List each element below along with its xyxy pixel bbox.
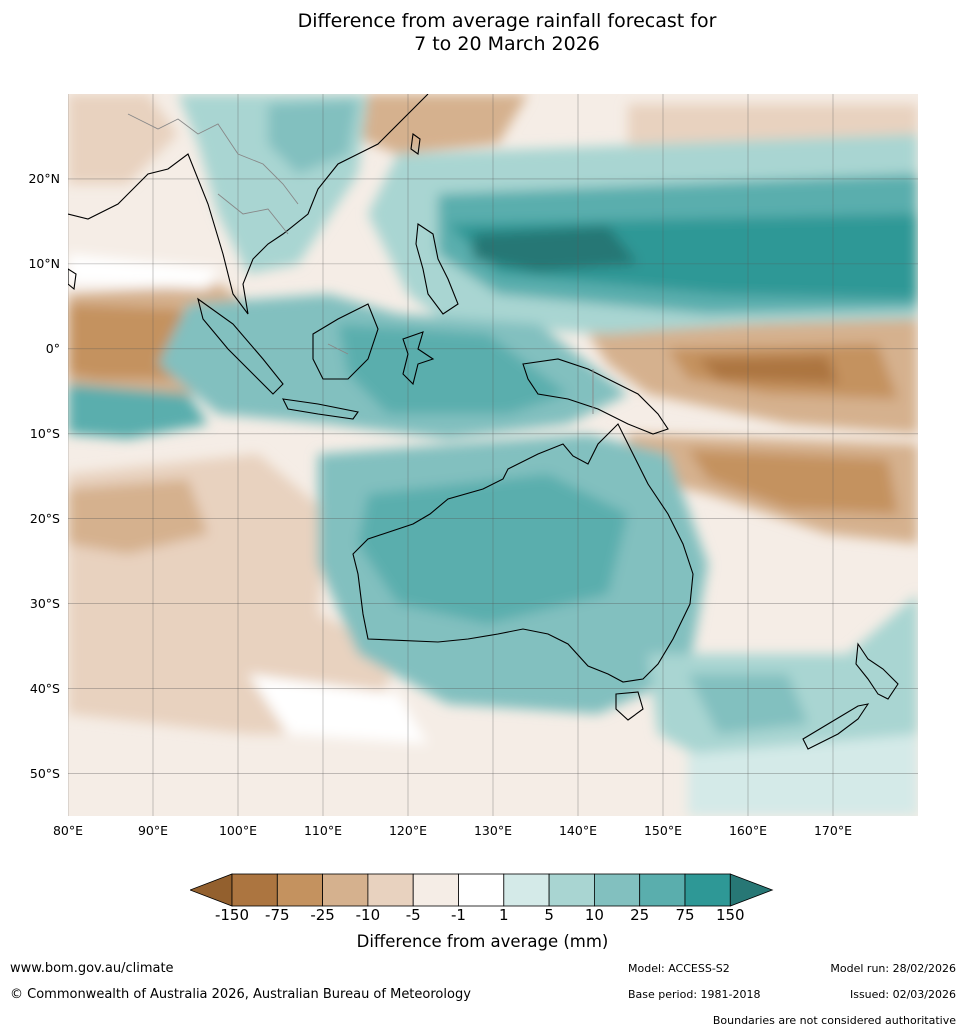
colorbar-tick-label: -10 [355, 906, 381, 924]
colorbar-tick-label: -1 [451, 906, 466, 924]
colorbar-box [412, 873, 459, 907]
dry-core-coral-sea [688, 449, 898, 514]
wet-region-southern-ocean [688, 734, 918, 816]
colorbar-box [276, 873, 324, 907]
taiwan-coastline [410, 133, 421, 155]
colorbar-tick-label: 25 [630, 906, 650, 924]
colorbar-over-arrow [729, 873, 774, 907]
longitude-label: 140°E [558, 823, 597, 838]
map-canvas [68, 94, 918, 816]
wet-max-philippine-sea [473, 226, 638, 272]
colorbar-box [684, 873, 731, 907]
latitude-label: 10°S [29, 425, 60, 441]
footer-boundaries: Boundaries are not considered authoritat… [712, 1014, 956, 1027]
colorbar-tick-label: 10 [584, 906, 604, 924]
longitude-label: 160°E [728, 823, 767, 838]
title-line-2: 7 to 20 March 2026 [414, 33, 600, 55]
colorbar-tick-label: -150 [214, 906, 250, 924]
border-line-borneo [327, 343, 349, 355]
footer-website: www.bom.gov.au/climate [10, 961, 174, 976]
australia-coastline [352, 423, 694, 683]
colorbar-box [503, 873, 550, 907]
colorbar-tick-label: 5 [544, 906, 554, 924]
country-borders [127, 113, 594, 414]
dry-region-china [348, 94, 528, 154]
longitude-label: 120°E [388, 823, 427, 838]
tasmania-coastline [615, 691, 644, 721]
sulawesi-coastline [402, 331, 435, 386]
colorbar-box [639, 873, 686, 907]
footer-issued: Issued: 02/03/2026 [849, 988, 956, 1001]
colorbar-tick-label: 1 [499, 906, 509, 924]
latitude-label: 10°N [28, 255, 60, 271]
neutral-region-south [248, 674, 428, 744]
colorbar-box [548, 873, 595, 907]
footer-model-run: Model run: 28/02/2026 [830, 962, 956, 975]
java-coastline [282, 398, 359, 420]
wet-core-indochina [268, 99, 358, 174]
colorbar [190, 873, 774, 907]
footer-copyright: © Commonwealth of Australia 2026, Austra… [10, 987, 471, 1002]
wet-region-indian-ocean [68, 384, 208, 439]
wet-core-maritime-continent [338, 324, 568, 414]
colorbar-box [322, 873, 369, 907]
colorbar-tick-label: -75 [265, 906, 290, 924]
dry-max-pacific-equator [698, 356, 838, 384]
sumatra-coastline [197, 297, 284, 395]
title-line-1: Difference from average rainfall forecas… [297, 10, 717, 32]
colorbar-box [458, 873, 505, 907]
philippines-coastline [415, 223, 459, 315]
latitude-label: 20°N [28, 170, 60, 186]
longitude-label: 90°E [137, 823, 169, 838]
colorbar-tick-label: 150 [715, 906, 745, 924]
borneo-coastline [312, 303, 379, 380]
dry-region-west [68, 479, 208, 554]
colorbar-box [231, 873, 278, 907]
border-line-indochina [217, 193, 289, 235]
longitude-label: 170°E [813, 823, 852, 838]
map-title: Difference from average rainfall forecas… [0, 10, 965, 56]
dry-region-india [68, 94, 178, 184]
colorbar-tick-label: -5 [405, 906, 421, 924]
colorbar-box [367, 873, 414, 907]
latitude-label: 20°S [29, 510, 60, 526]
longitude-label: 110°E [303, 823, 342, 838]
new-zealand-south-coastline [802, 703, 870, 750]
colorbar-under-arrow [190, 873, 233, 907]
colorbar-tick-label: -25 [310, 906, 335, 924]
colorbar-boxes [190, 873, 774, 907]
footer-model: Model: ACCESS-S2 [628, 962, 730, 975]
rainfall-map [68, 94, 918, 816]
colorbar-label: Difference from average (mm) [356, 932, 609, 951]
longitude-label: 100°E [218, 823, 257, 838]
latitude-label: 40°S [29, 680, 60, 696]
graticule [68, 94, 918, 816]
latitude-label: 50°S [29, 765, 60, 781]
latitude-label: 30°S [29, 595, 60, 611]
longitude-label: 80°E [52, 823, 84, 838]
longitude-label: 130°E [473, 823, 512, 838]
longitude-label: 150°E [643, 823, 682, 838]
sri-lanka-coastline [68, 268, 77, 291]
new-zealand-north-coastline [855, 642, 899, 700]
asia-coastline [68, 94, 429, 315]
footer-base-period: Base period: 1981-2018 [628, 988, 761, 1001]
latitude-label: 0° [45, 340, 60, 356]
border-line-asia [127, 113, 299, 205]
colorbar-tick-label: 75 [675, 906, 695, 924]
colorbar-box [593, 873, 641, 907]
neutral-region-bay-of-bengal [68, 254, 218, 289]
